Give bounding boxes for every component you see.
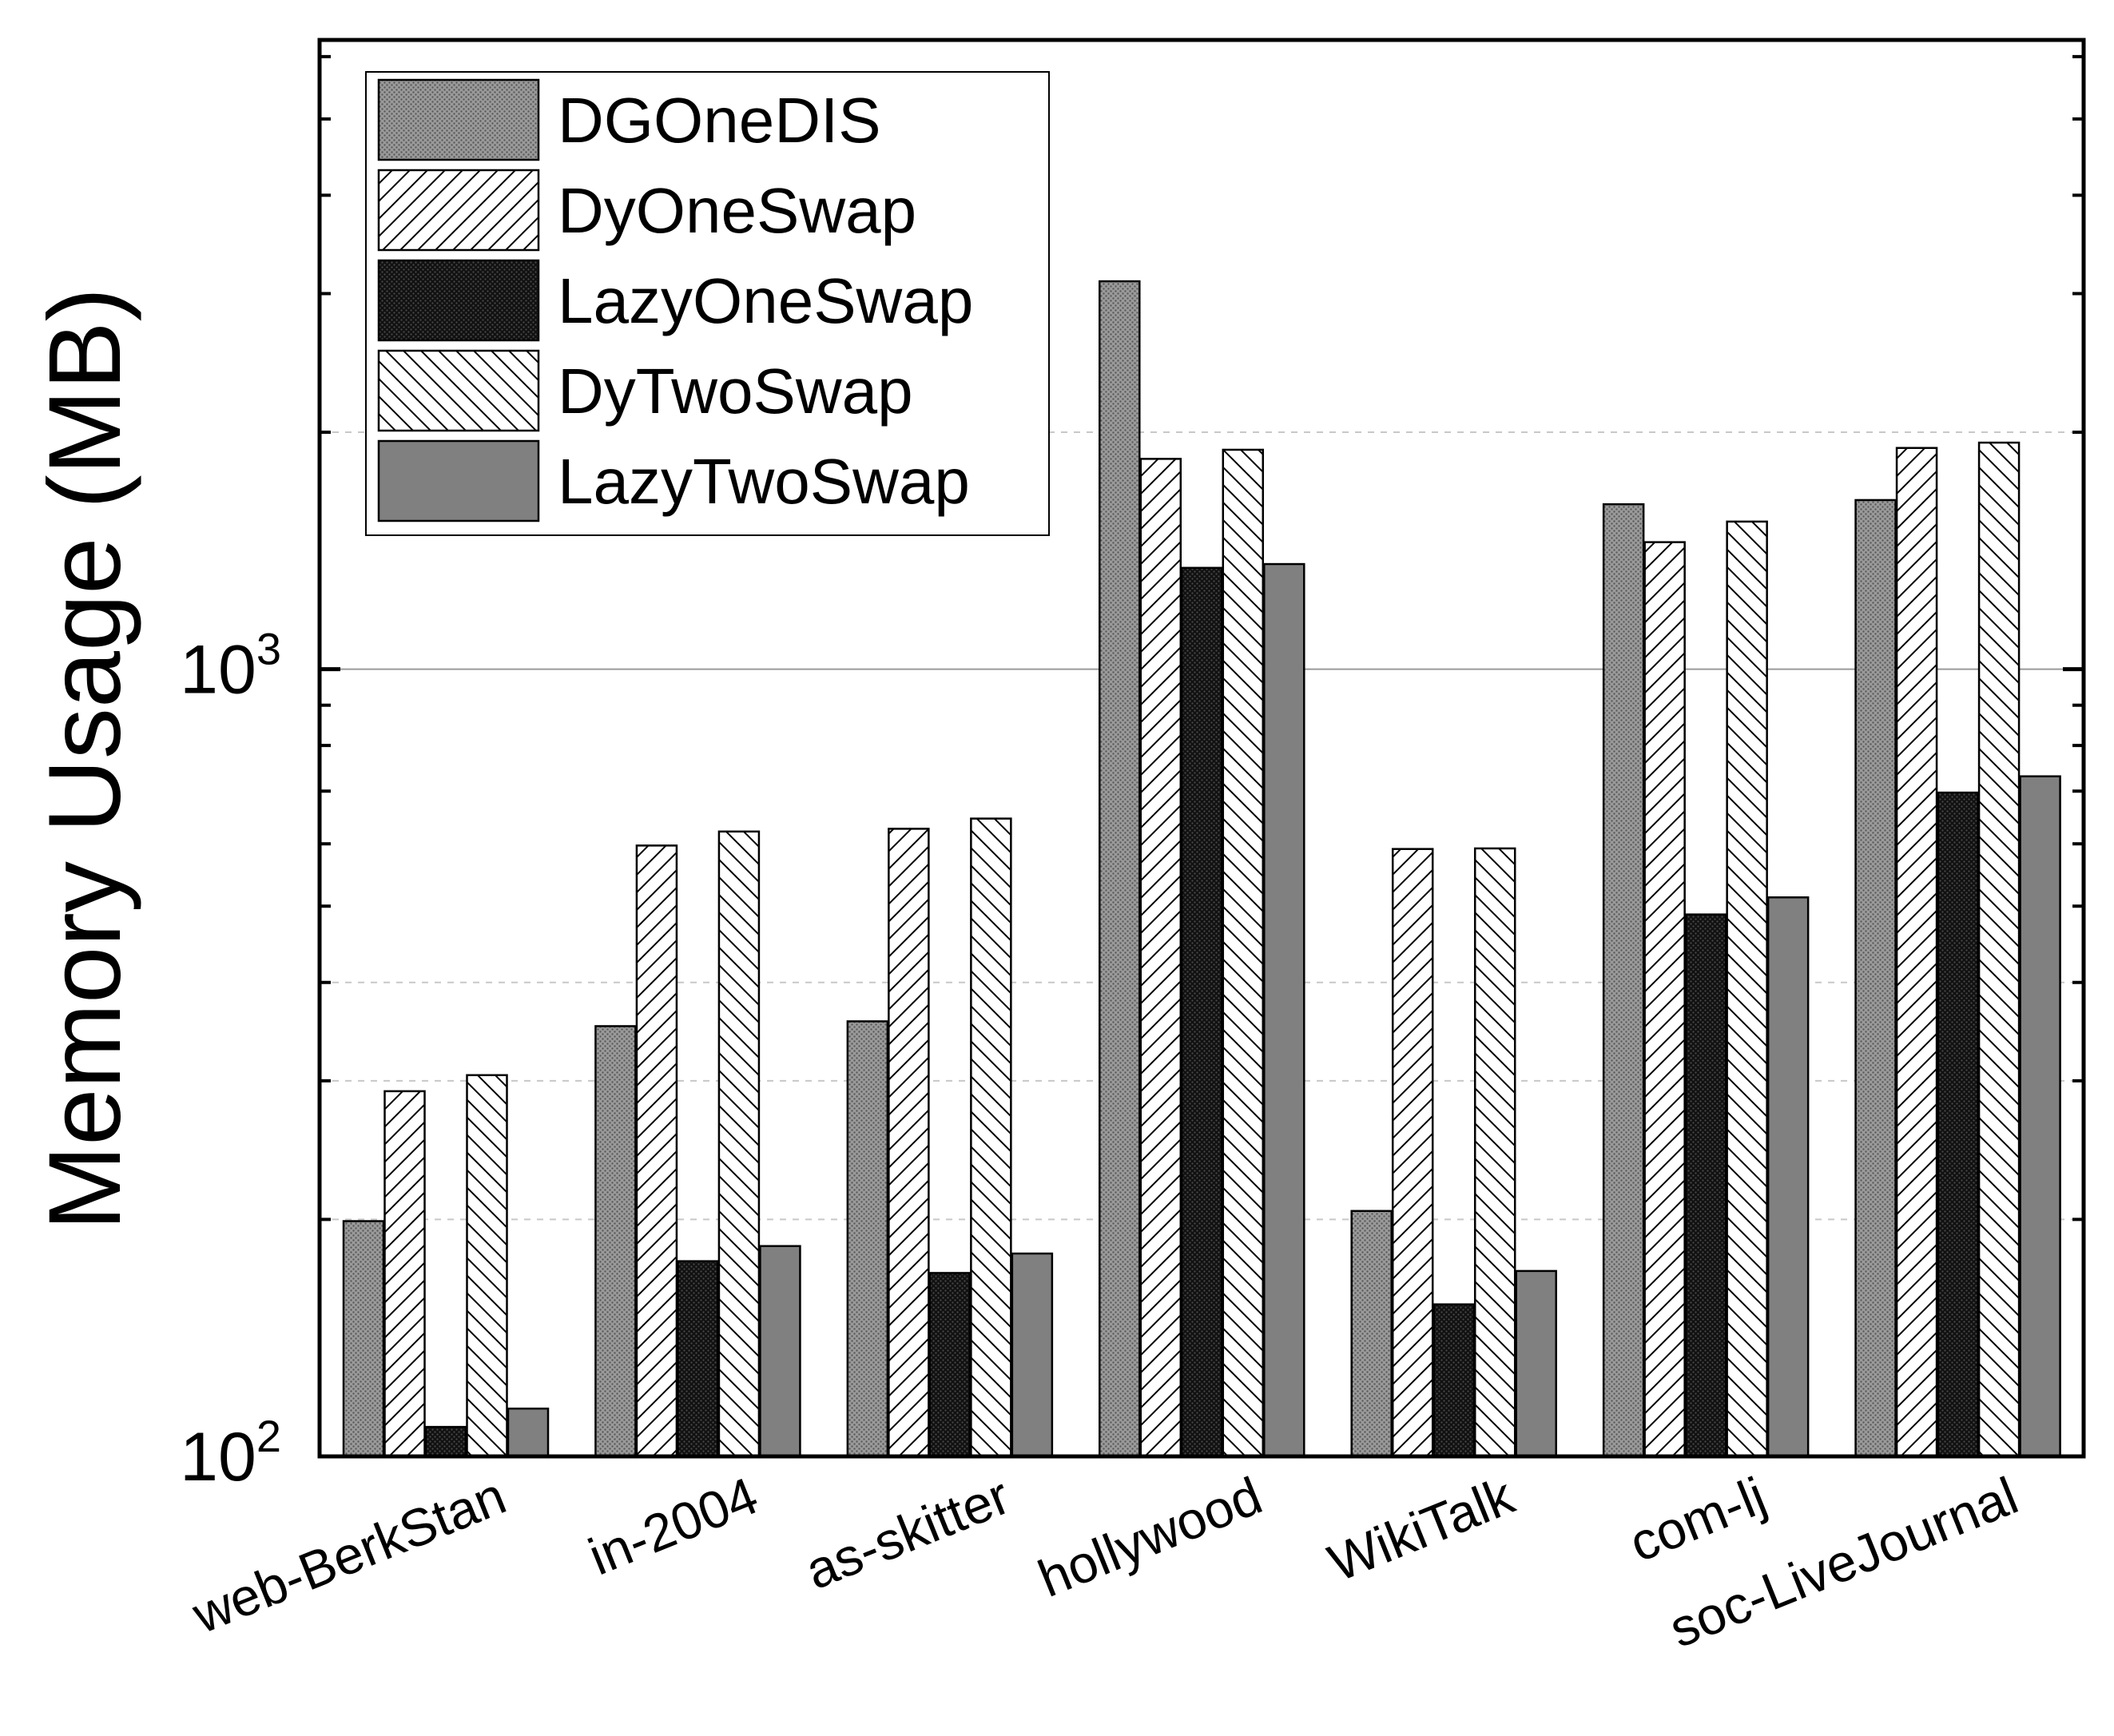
bar-group-soc-livejournal — [1854, 441, 2061, 1458]
bar-dyoneswap-com-lj — [1643, 541, 1686, 1458]
bar-lazytwoswap-in-2004 — [759, 1245, 801, 1458]
bar-lazytwoswap-com-lj — [1766, 896, 1810, 1458]
bar-group-com-lj — [1602, 503, 1810, 1458]
legend-swatch-lazyoneswap — [377, 259, 540, 342]
bar-dgonedis-in-2004 — [594, 1025, 637, 1458]
bar-lazytwoswap-soc-livejournal — [2019, 775, 2061, 1458]
legend-label-lazytwoswap: LazyTwoSwap — [558, 446, 970, 517]
bar-lazyoneswap-com-lj — [1684, 913, 1727, 1458]
legend-swatch-dgonedis — [377, 78, 540, 161]
x-tick-label: in-2004 — [581, 1465, 766, 1586]
bar-dytwoswap-as-skitter — [970, 817, 1012, 1458]
bar-dytwoswap-soc-livejournal — [1977, 441, 2021, 1458]
y-tick-label: 103 — [180, 624, 281, 709]
bar-lazyoneswap-hollywood — [1181, 566, 1223, 1458]
bar-dytwoswap-in-2004 — [717, 830, 761, 1458]
bar-group-web-berkstan — [342, 1074, 550, 1458]
bar-group-in-2004 — [594, 830, 801, 1458]
y-tick-label: 102 — [180, 1411, 281, 1496]
bar-groups — [342, 280, 2061, 1458]
legend-label-dytwoswap: DyTwoSwap — [558, 356, 913, 427]
bar-lazyoneswap-wikitalk — [1433, 1303, 1475, 1458]
bar-dytwoswap-wikitalk — [1473, 847, 1516, 1458]
legend: DGOneDIS DyOneSwap LazyOneSwap DyTwoSwap Laz… — [365, 71, 1050, 536]
bar-dytwoswap-hollywood — [1222, 448, 1265, 1458]
bar-dgonedis-as-skitter — [846, 1020, 889, 1458]
bar-dgonedis-web-berkstan — [342, 1220, 385, 1458]
bar-dyoneswap-wikitalk — [1391, 848, 1434, 1458]
bar-dyoneswap-hollywood — [1139, 458, 1182, 1458]
x-tick-label: WikiTalk — [1321, 1465, 1523, 1593]
legend-swatch-lazytwoswap — [377, 439, 540, 522]
bar-group-wikitalk — [1350, 847, 1557, 1458]
legend-swatch-dyoneswap — [377, 169, 540, 252]
y-tick-base: 10 — [180, 1419, 256, 1496]
x-tick-label: hollywood — [1030, 1465, 1270, 1608]
bar-lazytwoswap-hollywood — [1263, 562, 1305, 1458]
bar-dgonedis-wikitalk — [1350, 1210, 1393, 1458]
bar-dytwoswap-com-lj — [1726, 520, 1768, 1458]
legend-swatch-dytwoswap — [377, 349, 540, 432]
axes — [317, 38, 2086, 1459]
bar-lazytwoswap-web-berkstan — [507, 1407, 550, 1458]
bar-group-as-skitter — [846, 817, 1054, 1458]
plot-frame — [317, 38, 2086, 1459]
bar-lazytwoswap-wikitalk — [1515, 1269, 1557, 1458]
x-tick-label: as-skitter — [797, 1465, 1018, 1600]
bar-lazyoneswap-web-berkstan — [424, 1425, 467, 1458]
y-axis-label: Memory Usage (MB) — [28, 288, 142, 1231]
bar-group-hollywood — [1099, 280, 1305, 1458]
bar-dgonedis-hollywood — [1099, 280, 1141, 1458]
legend-label-dgonedis: DGOneDIS — [558, 85, 881, 156]
bar-dyoneswap-as-skitter — [888, 828, 930, 1458]
y-tick-exponent: 3 — [256, 624, 281, 674]
bar-lazyoneswap-as-skitter — [928, 1272, 972, 1458]
bar-lazyoneswap-soc-livejournal — [1937, 791, 1979, 1458]
bar-dytwoswap-web-berkstan — [466, 1074, 508, 1458]
bar-dyoneswap-web-berkstan — [383, 1090, 426, 1458]
legend-label-lazyoneswap: LazyOneSwap — [558, 265, 973, 336]
x-tick-label: com-lj — [1621, 1465, 1774, 1573]
bar-lazytwoswap-as-skitter — [1011, 1252, 1054, 1458]
y-tick-exponent: 2 — [256, 1411, 281, 1461]
legend-label-dyoneswap: DyOneSwap — [558, 175, 916, 246]
y-tick-base: 10 — [180, 632, 256, 709]
bar-lazyoneswap-in-2004 — [677, 1260, 719, 1458]
bar-dgonedis-soc-livejournal — [1854, 499, 1897, 1458]
bar-dyoneswap-soc-livejournal — [1895, 447, 1938, 1458]
x-tick-labels: web-BerkStan in-2004 as-skitter hollywood Wi… — [184, 1465, 2026, 1659]
bar-dgonedis-com-lj — [1602, 503, 1645, 1458]
bar-dyoneswap-in-2004 — [635, 844, 678, 1458]
